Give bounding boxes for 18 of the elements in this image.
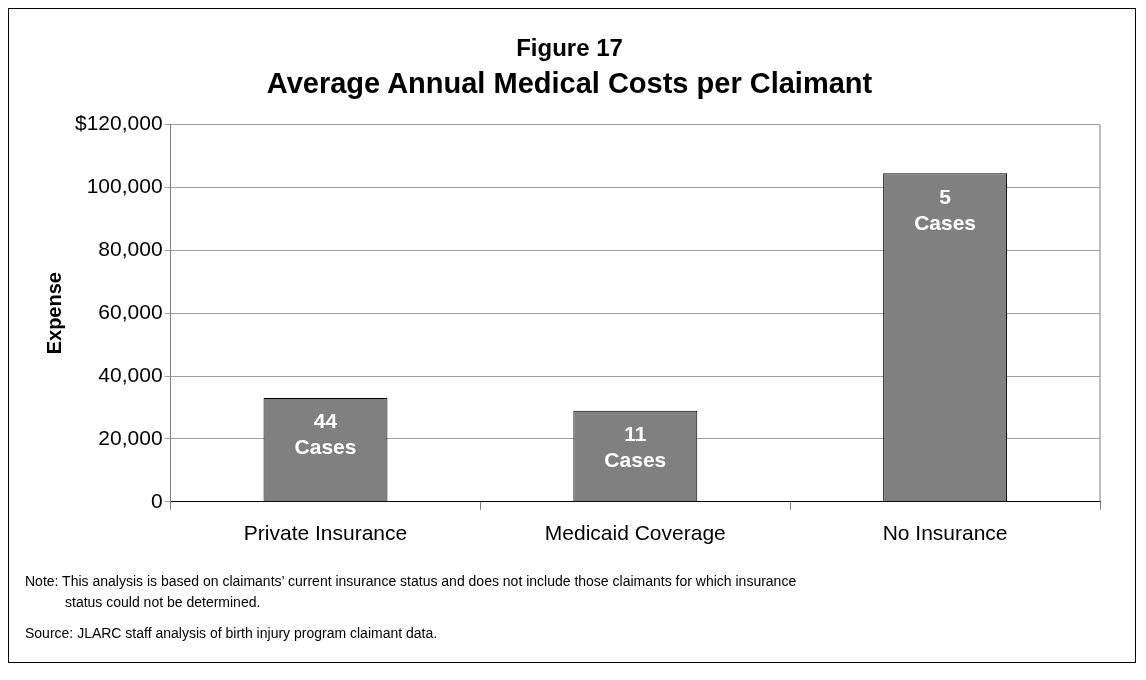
chart-title: Figure 17 — [516, 34, 623, 62]
y-tick-label: $120,000 — [75, 111, 163, 135]
annotation: 11 Cases — [604, 421, 667, 471]
source-note: Source: JLARC staff analysis of birth injury program claimant data. — [25, 624, 439, 643]
y-tick-label: 20,000 — [98, 425, 163, 449]
annotation: 44 Cases — [294, 409, 357, 459]
y-axis-title: Expense — [42, 272, 65, 355]
y-tick-label: 80,000 — [98, 237, 163, 261]
text: Note: This analysis is based on claimants’ current insurance status and does not include those claimants for which insurance status could not be determined. — [25, 572, 798, 612]
x-tick-label: No Insurance — [882, 521, 1008, 545]
y-tick-label: 40,000 — [98, 362, 163, 386]
chart-subtitle: Average Annual Medical Costs per Claimant — [266, 67, 873, 100]
y-tick-label: 60,000 — [98, 300, 163, 323]
x-tick-label: Private Insurance — [243, 521, 408, 545]
y-tick-label: 0 — [150, 488, 163, 512]
x-tick-label: Medicaid Coverage — [544, 521, 726, 545]
annotation: 5 Cases — [914, 184, 977, 234]
y-tick-label: 100,000 — [86, 174, 163, 198]
